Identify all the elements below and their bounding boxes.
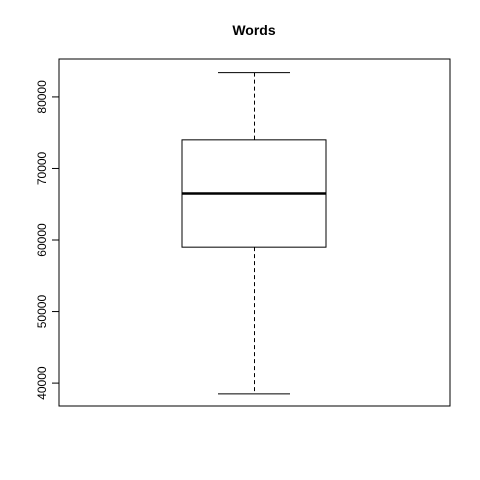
y-tick-label: 50000 [35,295,49,329]
y-tick-label: 60000 [35,223,49,257]
y-tick-label: 40000 [35,366,49,400]
y-tick-label: 80000 [35,80,49,114]
chart-title: Words [232,22,276,38]
box-plot [181,72,327,395]
y-axis: 40000 50000 60000 70000 80000 [35,80,60,400]
y-tick-label: 70000 [35,151,49,185]
